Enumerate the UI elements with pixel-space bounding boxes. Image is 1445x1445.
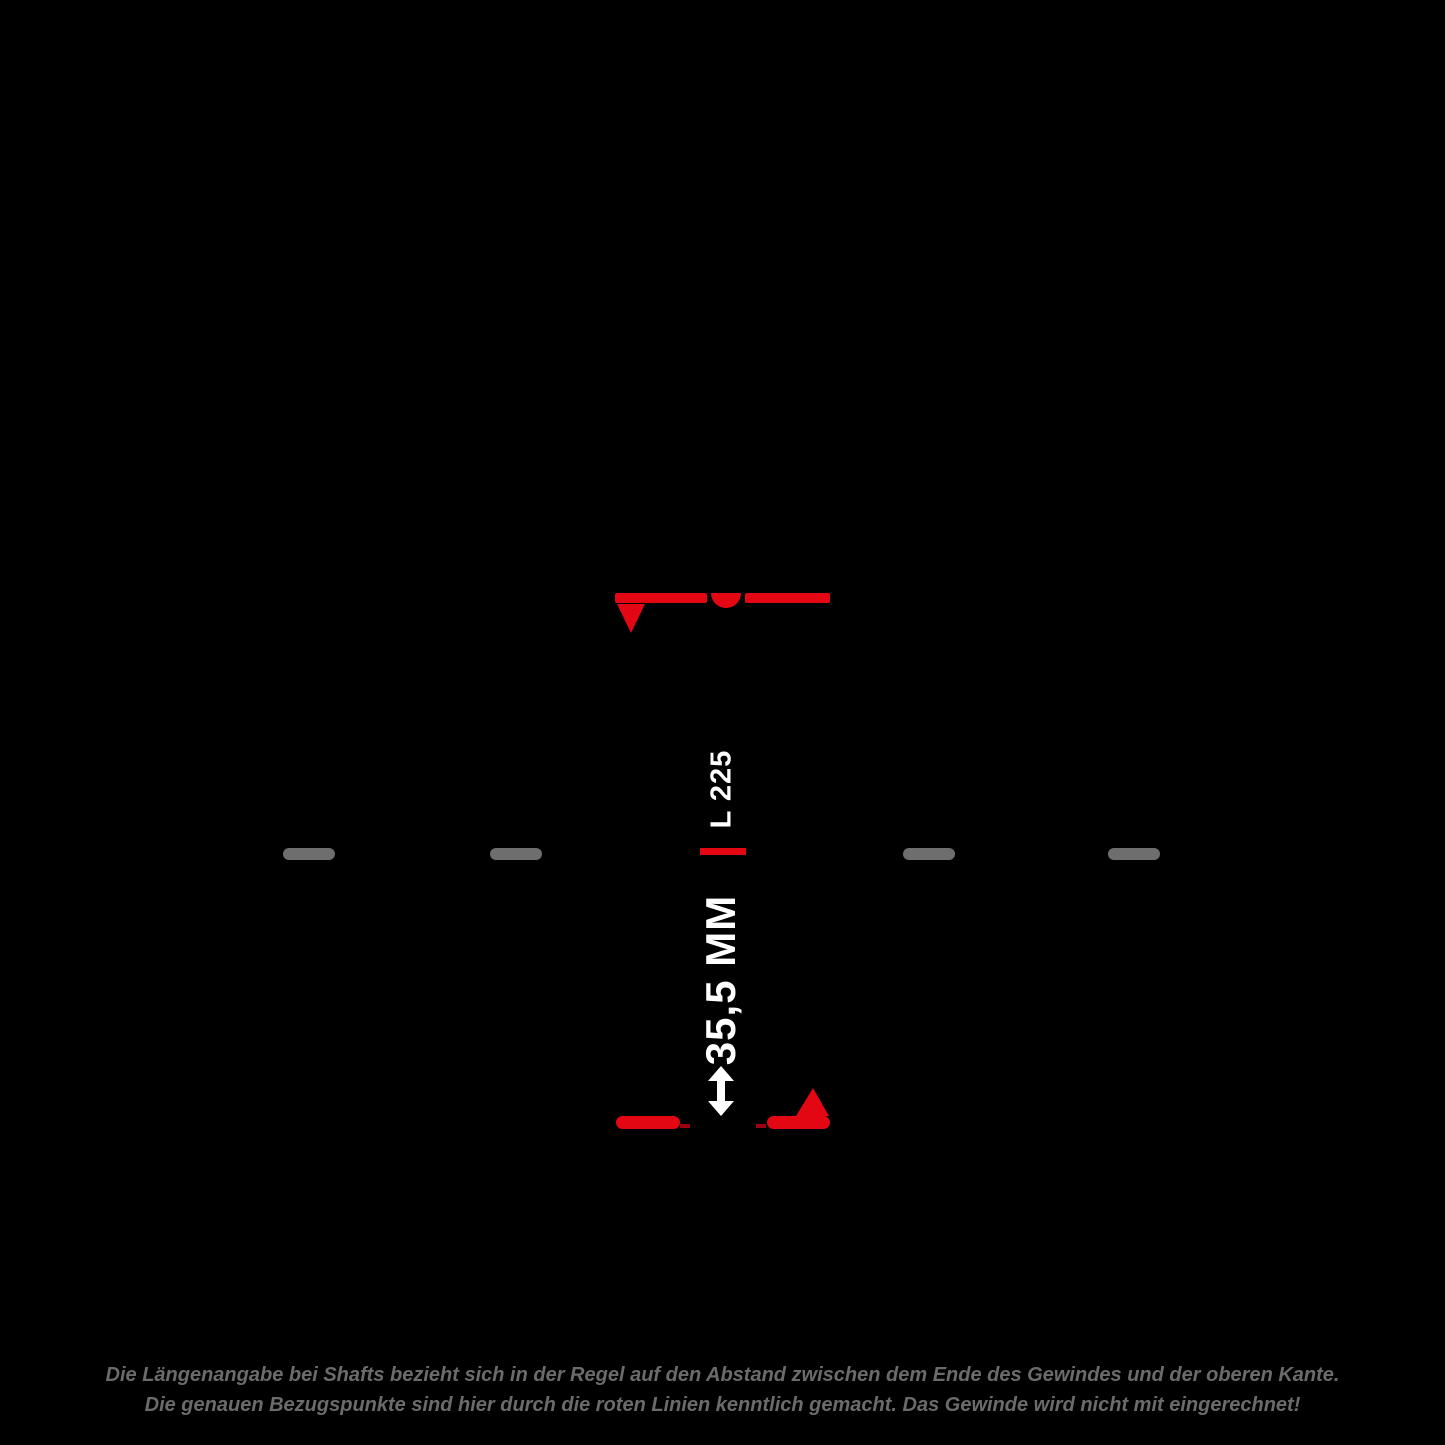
down-triangle-icon <box>617 604 645 633</box>
measurement-label: 35,5 MM <box>697 894 744 1066</box>
top-edge-line-right <box>745 593 830 603</box>
shaft-size-label: L 225 <box>705 749 738 829</box>
axis-dash <box>490 848 542 860</box>
thread-line-stub-left <box>680 1124 690 1128</box>
thread-end-line-left <box>616 1116 680 1129</box>
caption: Die Längenangabe bei Shafts bezieht sich… <box>0 1360 1445 1420</box>
axis-red-tick <box>700 848 746 855</box>
axis-dash <box>283 848 335 860</box>
caption-line-2: Die genauen Bezugspunkte sind hier durch… <box>144 1394 1301 1416</box>
top-edge-line-left <box>615 593 707 603</box>
caption-line-1: Die Längenangabe bei Shafts bezieht sich… <box>105 1364 1340 1386</box>
double-headed-arrow-icon <box>708 1066 734 1116</box>
axis-dash <box>1108 848 1160 860</box>
thread-line-stub-right <box>756 1124 766 1128</box>
top-edge-notch <box>711 593 741 608</box>
up-triangle-icon <box>796 1088 829 1116</box>
axis-dash <box>903 848 955 860</box>
thread-end-line-right <box>767 1116 830 1129</box>
